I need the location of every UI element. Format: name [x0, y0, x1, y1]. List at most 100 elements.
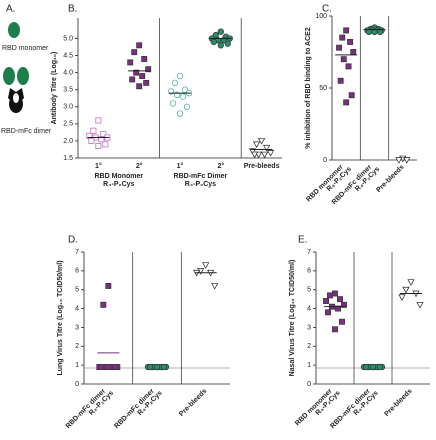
panel-label: E.	[298, 235, 307, 246]
y-tick-label: 4.5	[63, 52, 73, 59]
point	[98, 136, 105, 143]
point	[249, 148, 257, 155]
point	[336, 44, 343, 51]
panel-label: A.	[6, 4, 15, 15]
point	[102, 141, 109, 148]
point	[160, 363, 168, 371]
legend-label: RBD monomer	[2, 45, 49, 52]
x-tick-label: 2°	[217, 162, 224, 170]
point	[217, 28, 224, 35]
point	[251, 151, 259, 159]
point	[332, 326, 338, 333]
point	[407, 279, 415, 286]
y-tick-label: 3.5	[63, 87, 73, 94]
x-tick-label: 1°	[95, 162, 102, 170]
point	[348, 92, 355, 99]
point	[183, 103, 191, 110]
point	[395, 157, 403, 164]
point	[133, 69, 140, 76]
point	[343, 99, 350, 106]
panel-label: D.	[68, 235, 78, 246]
point	[371, 28, 378, 35]
y-tick-label: 5	[307, 287, 311, 294]
y-tick-label: 1	[75, 362, 79, 369]
point	[402, 286, 410, 294]
y-tick-label: 2	[75, 343, 79, 350]
point	[95, 143, 102, 149]
point	[88, 137, 95, 144]
point	[332, 290, 338, 297]
y-tick-label: 4.0	[63, 69, 73, 76]
point	[100, 301, 107, 308]
y-tick-label: 0	[323, 157, 327, 164]
point	[143, 79, 150, 86]
point	[253, 141, 261, 149]
point	[343, 27, 350, 34]
y-tick-label: 6	[307, 268, 311, 275]
y-tick-label: 3	[307, 324, 311, 331]
point	[95, 117, 102, 124]
point	[176, 72, 184, 80]
point	[127, 59, 134, 66]
y-tick-label: 1.5	[63, 155, 73, 162]
group-label: RBD Monomer	[94, 173, 143, 180]
point	[416, 301, 424, 309]
point	[179, 93, 187, 100]
point	[376, 363, 384, 371]
point	[323, 298, 329, 304]
y-tick-label: 0	[75, 381, 79, 388]
point	[136, 83, 143, 90]
point	[339, 34, 346, 41]
panel-label: C.	[322, 4, 332, 15]
point	[171, 79, 179, 87]
y-tick-label: 5	[75, 287, 79, 294]
y-axis-label: Antibody Titre (Log₁₀)	[51, 52, 58, 125]
point	[145, 66, 152, 73]
y-tick-label: 3	[75, 324, 79, 331]
point	[211, 283, 219, 290]
y-axis-label: Lung Virus Titre (Log₁₀ TCID50/ml)	[57, 260, 64, 375]
group-label: RBD-mFc Dimer	[174, 173, 228, 180]
point	[261, 151, 269, 159]
group-label: Pre-bleeds	[244, 163, 280, 170]
point	[136, 42, 143, 49]
point	[350, 49, 357, 55]
point	[129, 76, 136, 83]
point	[337, 296, 343, 303]
point	[362, 363, 370, 371]
y-tick-label: 2.5	[63, 121, 73, 128]
point	[141, 56, 148, 62]
y-tick-label: 50	[319, 85, 327, 92]
y-tick-label: 5.0	[63, 35, 73, 42]
y-tick-label: 4	[75, 305, 79, 312]
dimer-icon	[3, 67, 15, 85]
fc-icon	[9, 95, 23, 113]
point	[131, 49, 138, 56]
y-tick-label: 3.0	[63, 104, 73, 111]
monomer-icon	[8, 22, 20, 38]
group-label: Pre-bleeds	[178, 388, 208, 418]
point	[224, 40, 231, 47]
point	[340, 56, 347, 63]
y-tick-label: 7	[75, 249, 79, 256]
y-tick-label: 2.0	[63, 138, 73, 145]
y-tick-label: 6	[75, 268, 79, 275]
point	[105, 364, 112, 370]
dimer-icon	[17, 67, 29, 85]
point	[327, 292, 333, 299]
point	[210, 38, 217, 46]
point	[258, 138, 266, 145]
point	[347, 38, 354, 45]
point	[369, 363, 377, 371]
panel-label: B.	[68, 4, 77, 15]
point	[398, 294, 406, 301]
point	[217, 42, 224, 49]
y-tick-label: 2	[307, 343, 311, 350]
point	[181, 86, 189, 93]
point	[202, 262, 210, 269]
x-tick-label: 1°	[177, 162, 184, 170]
y-tick-label: 7	[307, 249, 311, 256]
point	[325, 309, 331, 316]
legend-label: RBD-mFc dimer	[1, 128, 52, 135]
